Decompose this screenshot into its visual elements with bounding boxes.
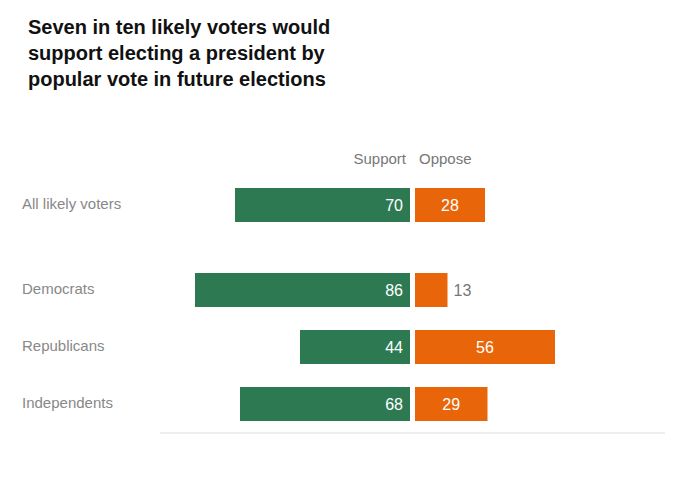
category-label: Democrats — [22, 280, 95, 297]
category-label: Independents — [22, 394, 113, 411]
data-label: 70 — [385, 197, 403, 214]
labels: All likely voters 70 28 Democrats 86 13 Republ… — [22, 195, 494, 413]
data-label: 56 — [476, 339, 494, 356]
series-header: Oppose — [419, 150, 472, 167]
bar — [235, 188, 410, 222]
oppose-bars — [415, 188, 555, 421]
bar — [415, 387, 488, 421]
data-label: 13 — [454, 282, 472, 299]
data-label: 28 — [441, 197, 459, 214]
category-label: Republicans — [22, 337, 105, 354]
support-bars — [195, 188, 410, 421]
category-label: All likely voters — [22, 195, 121, 212]
bar — [195, 273, 410, 307]
bar — [300, 330, 410, 364]
bar — [415, 273, 448, 307]
bar — [415, 188, 485, 222]
data-label: 68 — [385, 396, 403, 413]
axis-line — [160, 433, 665, 434]
bar — [240, 387, 410, 421]
chart: Seven in ten likely voters wouldsupport … — [0, 0, 700, 488]
bar — [415, 330, 555, 364]
title: Seven in ten likely voters wouldsupport … — [28, 16, 330, 90]
data-label: 86 — [385, 282, 403, 299]
data-label: 29 — [442, 396, 460, 413]
data-label: 44 — [385, 339, 403, 356]
series-header: Support — [353, 150, 406, 167]
